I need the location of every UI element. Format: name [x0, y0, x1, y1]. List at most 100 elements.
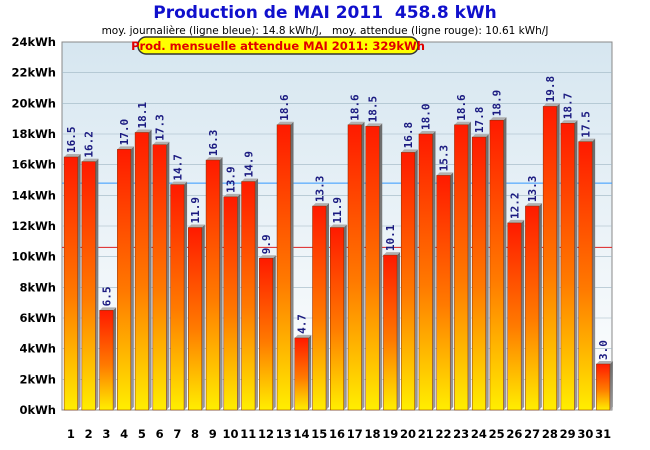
bar-value-label: 16.2 — [83, 131, 96, 158]
value-labels: 16.5 16.2 6.5 17.0 18.1 17.3 14.7 11.9 16.3 13.9 1… — [65, 76, 610, 360]
bar-top — [418, 131, 436, 134]
bar-value-label: 13.3 — [313, 176, 326, 203]
bar-side — [432, 131, 436, 410]
bar-top — [81, 158, 99, 162]
bar — [312, 203, 330, 411]
bar-side — [379, 123, 383, 410]
x-tick-label: 23 — [453, 427, 469, 441]
x-tick-label: 31 — [595, 427, 611, 441]
bar-value-label: 15.3 — [437, 145, 450, 172]
bar-side — [592, 138, 596, 410]
bar — [383, 252, 400, 411]
bar-side — [95, 158, 99, 410]
bar-value-label: 12.2 — [508, 192, 521, 219]
bar-side — [290, 121, 294, 411]
x-tick-label: 20 — [400, 427, 416, 441]
bar — [507, 219, 525, 411]
bar-face — [578, 141, 593, 411]
bar-top — [330, 224, 347, 228]
badge-background — [137, 36, 419, 55]
bar-value-label: 17.3 — [154, 114, 167, 141]
bar-side — [255, 178, 259, 410]
bar-side — [237, 193, 241, 410]
bar-top — [259, 255, 276, 259]
y-tick-label: 2kWh — [19, 372, 56, 386]
x-tick-label: 29 — [560, 427, 576, 441]
bar-value-label: 19.8 — [544, 76, 557, 103]
bar-face — [560, 123, 575, 411]
bar-face — [400, 152, 415, 411]
bar-value-label: 10.1 — [384, 224, 397, 251]
x-axis: 1 2 3 4 5 6 7 8 9 10 11 12 13 14 15 16 17 18 19 20 21 22 23 24 2… — [67, 427, 611, 441]
bar — [63, 154, 81, 411]
bar-value-label: 18.6 — [455, 94, 468, 121]
y-tick-label: 20kWh — [11, 96, 56, 110]
bar — [152, 141, 170, 411]
bar — [223, 193, 241, 411]
bar-value-label: 16.3 — [207, 130, 220, 157]
bar-face — [134, 132, 149, 411]
bar-side — [538, 203, 542, 410]
x-tick-label: 2 — [85, 427, 93, 441]
bar-face — [99, 310, 114, 411]
bar-top — [223, 193, 241, 197]
bar-face — [596, 363, 611, 411]
x-tick-label: 26 — [506, 427, 522, 441]
chart-title: Production de MAI 2011 458.8 kWh — [153, 3, 496, 23]
bar-top — [472, 134, 489, 138]
bar-side — [556, 103, 560, 411]
bar-side — [467, 121, 471, 411]
bar-top — [188, 224, 205, 228]
bar-face — [223, 196, 238, 411]
bar-face — [525, 205, 540, 411]
bar — [489, 117, 507, 411]
bar — [525, 203, 542, 411]
y-tick-label: 0kWh — [19, 403, 56, 417]
bar-value-label: 11.9 — [331, 197, 344, 224]
bar-value-label: 18.5 — [366, 96, 379, 123]
x-tick-label: 9 — [209, 427, 217, 441]
y-tick-label: 6kWh — [19, 311, 56, 325]
x-tick-label: 14 — [294, 427, 310, 441]
x-tick-label: 5 — [138, 427, 146, 441]
bar — [241, 178, 259, 411]
x-tick-label: 28 — [542, 427, 558, 441]
bar-top — [401, 149, 418, 153]
x-tick-label: 11 — [240, 427, 256, 441]
bar — [117, 146, 134, 411]
bar-side — [609, 361, 613, 410]
bar-side — [343, 224, 347, 410]
x-tick-label: 25 — [489, 427, 505, 441]
bar-face — [170, 184, 185, 411]
bar — [471, 134, 489, 411]
bar-top — [365, 123, 383, 127]
bar-face — [241, 181, 256, 411]
bar-value-label: 11.9 — [189, 197, 202, 224]
x-tick-label: 12 — [258, 427, 274, 441]
x-tick-label: 24 — [471, 427, 487, 441]
bar-side — [77, 154, 81, 410]
bar-side — [166, 141, 170, 410]
y-axis: 0kWh 2kWh 4kWh 6kWh 8kWh 10kWh 12kWh 14kWh 16kWh… — [11, 35, 56, 417]
y-tick-label: 18kWh — [11, 127, 56, 141]
bar-top — [560, 120, 578, 124]
bar-top — [489, 117, 507, 121]
bar-side — [361, 121, 365, 411]
y-tick-label: 24kWh — [11, 35, 56, 49]
bar-face — [365, 126, 380, 411]
bar-top — [117, 146, 134, 150]
bar-face — [436, 175, 451, 411]
bar-top — [99, 307, 117, 311]
x-tick-label: 16 — [329, 427, 345, 441]
bar-face — [117, 149, 132, 411]
bar-face — [205, 159, 220, 411]
bar — [347, 121, 365, 411]
y-tick-label: 16kWh — [11, 158, 56, 172]
bar-side — [272, 255, 276, 410]
bar-face — [471, 136, 486, 411]
y-tick-label: 10kWh — [11, 250, 56, 264]
bar-value-label: 17.5 — [579, 111, 592, 138]
x-tick-label: 19 — [382, 427, 398, 441]
bar-top — [277, 121, 294, 125]
